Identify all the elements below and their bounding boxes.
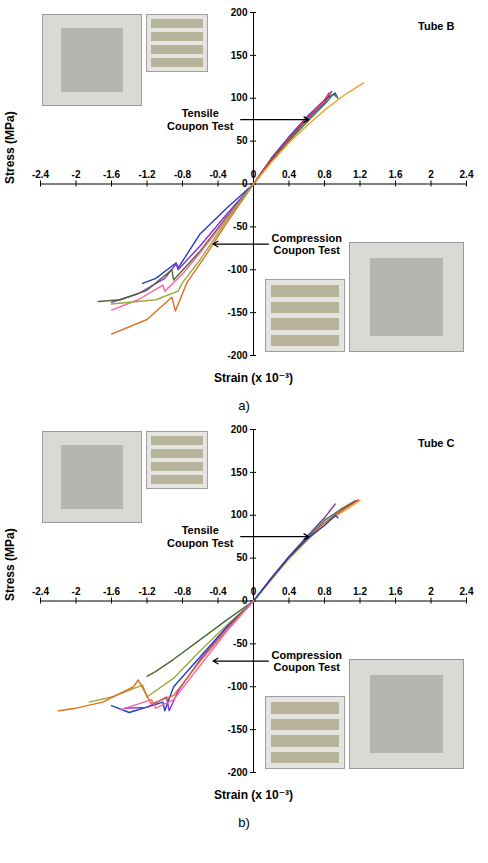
svg-text:2: 2 bbox=[428, 169, 434, 180]
svg-text:0.8: 0.8 bbox=[318, 169, 332, 180]
svg-text:-50: -50 bbox=[233, 638, 248, 649]
svg-text:Tube B: Tube B bbox=[418, 20, 455, 32]
svg-text:-2: -2 bbox=[72, 586, 81, 597]
svg-text:Strain (x 10⁻³): Strain (x 10⁻³) bbox=[214, 371, 293, 385]
svg-text:1.6: 1.6 bbox=[389, 586, 403, 597]
html-text:b): b) bbox=[238, 815, 250, 830]
svg-text:Strain (x 10⁻³): Strain (x 10⁻³) bbox=[214, 788, 293, 802]
svg-text:-200: -200 bbox=[227, 767, 247, 778]
svg-text:0: 0 bbox=[242, 178, 248, 189]
svg-text:-100: -100 bbox=[227, 681, 247, 692]
svg-text:-1.6: -1.6 bbox=[103, 169, 121, 180]
svg-text:Tube C: Tube C bbox=[418, 437, 455, 449]
svg-text:-0.4: -0.4 bbox=[209, 586, 227, 597]
svg-text:-2.4: -2.4 bbox=[32, 586, 50, 597]
svg-text:150: 150 bbox=[231, 467, 248, 478]
html-text:a): a) bbox=[238, 398, 250, 413]
svg-text:-2: -2 bbox=[72, 169, 81, 180]
svg-text:2.4: 2.4 bbox=[460, 586, 474, 597]
svg-text:-1.6: -1.6 bbox=[103, 586, 121, 597]
svg-text:-0.8: -0.8 bbox=[174, 586, 192, 597]
svg-text:1.2: 1.2 bbox=[353, 586, 367, 597]
svg-text:-100: -100 bbox=[227, 264, 247, 275]
svg-text:0: 0 bbox=[251, 586, 257, 597]
svg-text:-1.2: -1.2 bbox=[138, 169, 156, 180]
svg-text:50: 50 bbox=[236, 135, 248, 146]
svg-text:100: 100 bbox=[231, 509, 248, 520]
svg-text:CompressionCoupon Test: CompressionCoupon Test bbox=[272, 232, 343, 257]
svg-text:0: 0 bbox=[242, 595, 248, 606]
svg-text:50: 50 bbox=[236, 552, 248, 563]
svg-text:2: 2 bbox=[428, 586, 434, 597]
svg-text:Stress (MPa): Stress (MPa) bbox=[3, 528, 17, 601]
svg-text:0.4: 0.4 bbox=[282, 169, 296, 180]
svg-text:-50: -50 bbox=[233, 221, 248, 232]
svg-text:2.4: 2.4 bbox=[460, 169, 474, 180]
svg-text:200: 200 bbox=[231, 7, 248, 18]
svg-text:-150: -150 bbox=[227, 724, 247, 735]
svg-text:-2.4: -2.4 bbox=[32, 169, 50, 180]
svg-text:TensileCoupon Test: TensileCoupon Test bbox=[167, 107, 234, 132]
svg-text:-0.4: -0.4 bbox=[209, 169, 227, 180]
svg-text:0.8: 0.8 bbox=[318, 586, 332, 597]
svg-text:-150: -150 bbox=[227, 307, 247, 318]
svg-text:1.2: 1.2 bbox=[353, 169, 367, 180]
svg-text:1.6: 1.6 bbox=[389, 169, 403, 180]
svg-text:200: 200 bbox=[231, 424, 248, 435]
svg-text:0: 0 bbox=[251, 169, 257, 180]
svg-text:TensileCoupon Test: TensileCoupon Test bbox=[167, 524, 234, 549]
svg-text:Stress (MPa): Stress (MPa) bbox=[3, 111, 17, 184]
svg-text:150: 150 bbox=[231, 50, 248, 61]
svg-text:-200: -200 bbox=[227, 350, 247, 361]
svg-text:0.4: 0.4 bbox=[282, 586, 296, 597]
svg-text:CompressionCoupon Test: CompressionCoupon Test bbox=[272, 649, 343, 674]
svg-text:-1.2: -1.2 bbox=[138, 586, 156, 597]
svg-text:-0.8: -0.8 bbox=[174, 169, 192, 180]
svg-text:100: 100 bbox=[231, 92, 248, 103]
